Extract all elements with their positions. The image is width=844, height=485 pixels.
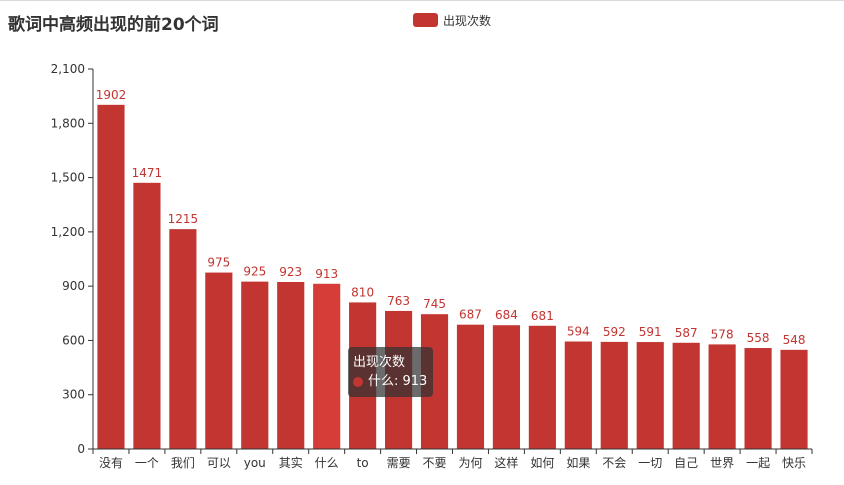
top-divider bbox=[0, 0, 844, 1]
x-tick-label: 可以 bbox=[207, 456, 231, 470]
x-tick-label: 一个 bbox=[135, 456, 159, 470]
tooltip-value: 什么: 913 bbox=[368, 374, 428, 389]
bar bbox=[169, 229, 197, 449]
tooltip-title: 出现次数 bbox=[353, 355, 406, 370]
x-tick-label: 为何 bbox=[458, 456, 482, 470]
bar bbox=[636, 342, 664, 449]
bar bbox=[528, 325, 556, 449]
x-tick-label: 什么 bbox=[315, 456, 339, 470]
x-tick-label: 我们 bbox=[171, 455, 195, 470]
y-tick-label: 1,200 bbox=[51, 225, 85, 239]
bar-value-label: 913 bbox=[315, 267, 338, 281]
bar-value-label: 923 bbox=[279, 265, 302, 279]
bar bbox=[241, 281, 269, 449]
y-tick-label: 600 bbox=[62, 333, 85, 347]
bar bbox=[97, 104, 125, 449]
bar-value-label: 1215 bbox=[168, 212, 199, 226]
bar-value-label: 745 bbox=[423, 297, 446, 311]
bar-value-label: 681 bbox=[531, 309, 554, 323]
y-tick-label: 1,500 bbox=[51, 171, 85, 185]
bar bbox=[313, 283, 341, 449]
x-tick-label: 不要 bbox=[423, 456, 447, 470]
bar-value-label: 763 bbox=[387, 294, 410, 308]
tooltip: 出现次数 什么: 913 bbox=[348, 347, 433, 397]
x-tick-label: 如何 bbox=[530, 455, 554, 470]
bar bbox=[456, 324, 485, 449]
bar bbox=[277, 281, 305, 449]
y-tick-label: 300 bbox=[62, 388, 85, 402]
x-tick-label: 没有 bbox=[99, 455, 123, 470]
bar-value-label: 925 bbox=[243, 265, 266, 279]
legend[interactable]: 出现次数 bbox=[413, 12, 491, 28]
bar bbox=[708, 344, 736, 449]
bar-value-label: 558 bbox=[747, 331, 770, 345]
x-tick-label: 不会 bbox=[602, 456, 626, 470]
x-tick-label: to bbox=[357, 456, 369, 470]
x-tick-label: you bbox=[244, 456, 266, 470]
bar bbox=[205, 272, 233, 449]
bar bbox=[600, 341, 628, 449]
bar-value-label: 1471 bbox=[132, 166, 163, 180]
bar bbox=[492, 325, 520, 449]
bar-value-label: 578 bbox=[711, 327, 734, 341]
y-tick-label: 900 bbox=[62, 279, 85, 293]
y-tick-label: 1,800 bbox=[51, 116, 85, 130]
bar bbox=[564, 341, 592, 449]
x-tick-label: 一起 bbox=[746, 456, 770, 470]
chart-title: 歌词中高频出现的前20个词 bbox=[8, 15, 219, 35]
x-tick-label: 这样 bbox=[494, 455, 518, 470]
bar bbox=[133, 182, 161, 450]
bar-value-label: 594 bbox=[567, 325, 590, 339]
y-tick-label: 2,100 bbox=[51, 62, 85, 76]
x-tick-label: 需要 bbox=[387, 456, 411, 470]
x-tick-label: 世界 bbox=[710, 456, 734, 470]
bar-value-label: 587 bbox=[675, 326, 698, 340]
legend-label: 出现次数 bbox=[443, 13, 492, 28]
x-tick-label: 快乐 bbox=[782, 456, 806, 470]
x-tick-label: 自己 bbox=[674, 456, 698, 470]
tooltip-row: 什么: 913 bbox=[353, 372, 428, 391]
x-tick-label: 一切 bbox=[638, 456, 662, 470]
bar-value-label: 810 bbox=[351, 285, 374, 299]
bar bbox=[744, 348, 772, 449]
tooltip-series-dot-icon bbox=[353, 376, 363, 387]
bar-value-label: 1902 bbox=[96, 88, 127, 102]
bar bbox=[780, 349, 808, 449]
y-tick-label: 0 bbox=[77, 442, 85, 456]
bar-value-label: 684 bbox=[495, 308, 518, 322]
bar-value-label: 975 bbox=[207, 256, 230, 270]
legend-swatch-icon bbox=[413, 13, 438, 27]
bar-value-label: 592 bbox=[603, 325, 626, 339]
bar-value-label: 548 bbox=[783, 333, 806, 347]
x-tick-label: 如果 bbox=[566, 455, 590, 470]
bar bbox=[672, 342, 700, 449]
bar-value-label: 687 bbox=[459, 308, 482, 322]
bar-value-label: 591 bbox=[639, 325, 662, 339]
x-tick-label: 其实 bbox=[279, 455, 303, 470]
